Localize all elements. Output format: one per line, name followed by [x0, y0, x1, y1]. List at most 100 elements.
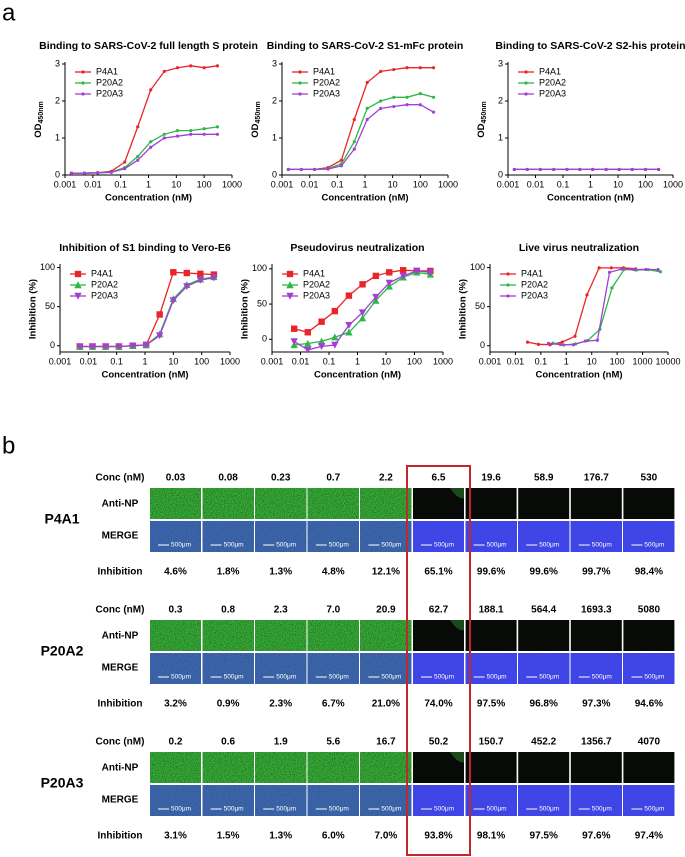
- y-tick-label: 100: [40, 262, 55, 272]
- marker: [142, 341, 150, 349]
- conc-value: 564.4: [531, 605, 556, 616]
- marker: [399, 267, 407, 274]
- marker: [136, 158, 140, 162]
- marker: [317, 343, 326, 351]
- marker: [170, 269, 177, 276]
- x-tick-label: 1: [564, 356, 569, 366]
- x-tick-label: 0.01: [292, 356, 310, 366]
- merge-image: [307, 785, 359, 816]
- merge-image: [465, 785, 517, 816]
- conc-value: 2.2: [379, 473, 393, 484]
- marker: [298, 70, 302, 74]
- marker: [597, 266, 601, 270]
- scale-bar-label: 500μm: [329, 674, 349, 681]
- marker: [657, 167, 661, 172]
- inhibition-value: 94.6%: [635, 699, 663, 710]
- y-tick-label: 0: [272, 169, 277, 179]
- anti-np-image: [518, 752, 570, 783]
- marker: [546, 341, 551, 345]
- x-tick-label: 1000: [663, 179, 683, 189]
- x-tick-label: 0.1: [110, 356, 123, 366]
- marker: [76, 343, 84, 351]
- highlight-box: [406, 465, 471, 856]
- marker: [304, 346, 312, 354]
- marker: [405, 103, 409, 107]
- marker: [386, 269, 393, 276]
- anti-np-image: [202, 752, 254, 783]
- marker: [365, 106, 369, 110]
- legend-label: P20A3: [96, 88, 123, 98]
- marker: [585, 293, 589, 297]
- marker: [525, 167, 529, 172]
- marker: [609, 266, 613, 270]
- x-axis-label: Concentration (nM): [547, 193, 634, 204]
- anti-np-image: [255, 488, 307, 519]
- marker: [123, 160, 127, 164]
- marker: [607, 270, 612, 275]
- merge-image: [360, 653, 412, 684]
- marker: [413, 267, 421, 275]
- y-tick-label: 50: [475, 301, 485, 311]
- marker: [290, 338, 298, 346]
- scale-bar-label: 500μm: [434, 806, 454, 813]
- conc-value: 0.7: [326, 473, 340, 484]
- marker: [88, 343, 97, 351]
- anti-np-image: [623, 620, 675, 651]
- marker: [573, 334, 577, 338]
- x-axis-label: Concentration (nM): [535, 370, 622, 381]
- conc-value: 530: [641, 473, 658, 484]
- marker: [379, 106, 383, 110]
- y-tick-label: 2: [272, 95, 277, 105]
- x-tick-label: 0.01: [507, 356, 525, 366]
- marker: [304, 329, 311, 336]
- x-tick-label: 0.001: [261, 356, 284, 366]
- conc-value: 0.3: [169, 605, 183, 616]
- anti-np-image: [255, 620, 307, 651]
- marker: [345, 328, 353, 336]
- marker: [202, 127, 206, 131]
- scale-bar-label: 500μm: [381, 806, 401, 813]
- x-tick-label: 10: [613, 179, 623, 189]
- anti-np-image: [307, 620, 359, 651]
- marker: [162, 136, 166, 140]
- group-label: P20A3: [41, 775, 84, 791]
- inhibition-value: 65.1%: [424, 567, 452, 578]
- scale-bar-label: 500μm: [539, 806, 559, 813]
- marker: [331, 333, 339, 341]
- marker: [352, 147, 356, 151]
- y-tick-label: 100: [252, 263, 267, 273]
- y-tick-label: 0: [480, 340, 485, 350]
- scale-bar-label: 500μm: [224, 674, 244, 681]
- x-tick-label: 10: [388, 179, 398, 189]
- merge-image: [623, 653, 675, 684]
- scale-bar-label: 500μm: [434, 674, 454, 681]
- marker: [286, 292, 294, 300]
- marker: [524, 70, 528, 74]
- marker: [286, 167, 290, 172]
- merge-image: [360, 785, 412, 816]
- legend-label: P20A2: [313, 77, 340, 87]
- marker: [155, 332, 164, 340]
- x-tick-label: 0.001: [497, 179, 520, 189]
- y-tick-label: 3: [55, 58, 60, 68]
- marker: [175, 129, 180, 133]
- x-tick-label: 0.001: [271, 179, 294, 189]
- y-axis-label: OD450nm: [250, 101, 262, 137]
- marker: [372, 293, 380, 301]
- marker: [524, 92, 528, 96]
- x-tick-label: 10: [171, 179, 181, 189]
- scale-bar-label: 500μm: [171, 542, 191, 549]
- merge-image: [623, 785, 675, 816]
- y-tick-label: 0: [262, 334, 267, 344]
- conc-value: 188.1: [479, 605, 504, 616]
- marker: [196, 276, 205, 284]
- y-tick-label: 100: [470, 262, 485, 272]
- anti-np-image: [465, 752, 517, 783]
- merge-image: [307, 653, 359, 684]
- inhibition-value: 6.0%: [322, 831, 345, 842]
- anti-np-image: [360, 752, 412, 783]
- y-tick-label: 1: [55, 132, 60, 142]
- marker: [189, 132, 193, 136]
- marker: [506, 272, 510, 276]
- anti-np-image: [202, 620, 254, 651]
